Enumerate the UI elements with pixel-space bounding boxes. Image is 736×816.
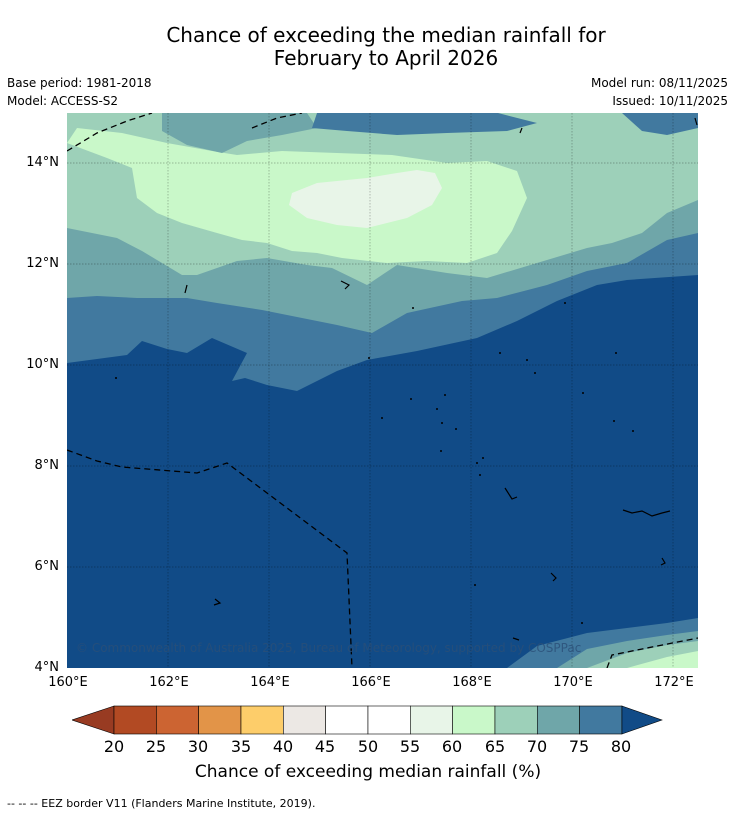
issued-date: Issued: 10/11/2025 xyxy=(612,94,728,108)
x-tick-172e: 172°E xyxy=(654,675,694,690)
cbar-label-40: 40 xyxy=(272,737,294,756)
x-tick-168e: 168°E xyxy=(452,675,492,690)
x-tick-160e: 160°E xyxy=(48,675,88,690)
cbar-label-80: 80 xyxy=(610,737,632,756)
cbar-label-35: 35 xyxy=(230,737,252,756)
model-name: Model: ACCESS-S2 xyxy=(7,94,119,108)
band-70-patch xyxy=(162,113,317,153)
colorbar-over-arrow xyxy=(621,705,663,735)
y-tick-4n: 4°N xyxy=(34,660,60,675)
colorbar-title: Chance of exceeding median rainfall (%) xyxy=(194,762,542,782)
cbar-label-25: 25 xyxy=(145,737,167,756)
colorbar-segment-5 xyxy=(325,705,369,735)
cbar-label-70: 70 xyxy=(526,737,548,756)
atolls xyxy=(115,302,634,624)
colorbar-segment-4 xyxy=(283,705,326,735)
eez-border xyxy=(67,113,698,668)
colorbar-segment-9 xyxy=(494,705,538,735)
cbar-label-30: 30 xyxy=(187,737,209,756)
x-tick-164e: 164°E xyxy=(250,675,290,690)
colorbar-segment-6 xyxy=(367,705,411,735)
colorbar-segment-8 xyxy=(452,705,496,735)
base-period: Base period: 1981-2018 xyxy=(7,76,152,90)
y-tick-14n: 14°N xyxy=(26,155,59,170)
copyright-notice: © Commonwealth of Australia 2025, Bureau… xyxy=(76,641,582,655)
map-title-line1: Chance of exceeding the median rainfall … xyxy=(166,23,606,47)
y-tick-8n: 8°N xyxy=(34,458,60,473)
cbar-label-55: 55 xyxy=(399,737,421,756)
cbar-label-75: 75 xyxy=(568,737,590,756)
model-run: Model run: 08/11/2025 xyxy=(590,76,728,90)
colorbar-segment-3 xyxy=(240,705,284,735)
map-title-line2: February to April 2026 xyxy=(273,46,499,70)
band-55 xyxy=(289,170,442,228)
y-tick-10n: 10°N xyxy=(26,357,59,372)
colorbar-segment-10 xyxy=(536,705,580,735)
band-75-topright xyxy=(622,113,698,135)
cbar-label-45: 45 xyxy=(314,737,336,756)
colorbar-under-arrow xyxy=(72,705,115,735)
x-tick-166e: 166°E xyxy=(351,675,391,690)
islands xyxy=(184,117,698,641)
cbar-label-60: 60 xyxy=(441,737,463,756)
colorbar-segment-1 xyxy=(156,705,199,735)
colorbar-segment-2 xyxy=(198,705,242,735)
colorbar xyxy=(72,705,663,735)
y-tick-6n: 6°N xyxy=(34,559,60,574)
eez-footnote: -- -- -- EEZ border V11 (Flanders Marine… xyxy=(7,797,316,810)
band-75-patch xyxy=(312,113,537,135)
grid xyxy=(67,113,698,668)
cbar-label-50: 50 xyxy=(357,737,379,756)
cbar-label-65: 65 xyxy=(484,737,506,756)
south-band-60 xyxy=(627,651,698,668)
cbar-label-20: 20 xyxy=(103,737,125,756)
rainfall-map xyxy=(67,113,698,668)
x-tick-170e: 170°E xyxy=(553,675,593,690)
x-tick-162e: 162°E xyxy=(149,675,189,690)
y-tick-12n: 12°N xyxy=(26,256,59,271)
colorbar-segment-11 xyxy=(579,705,623,735)
colorbar-segment-7 xyxy=(410,705,453,735)
colorbar-segment-0 xyxy=(113,705,157,735)
